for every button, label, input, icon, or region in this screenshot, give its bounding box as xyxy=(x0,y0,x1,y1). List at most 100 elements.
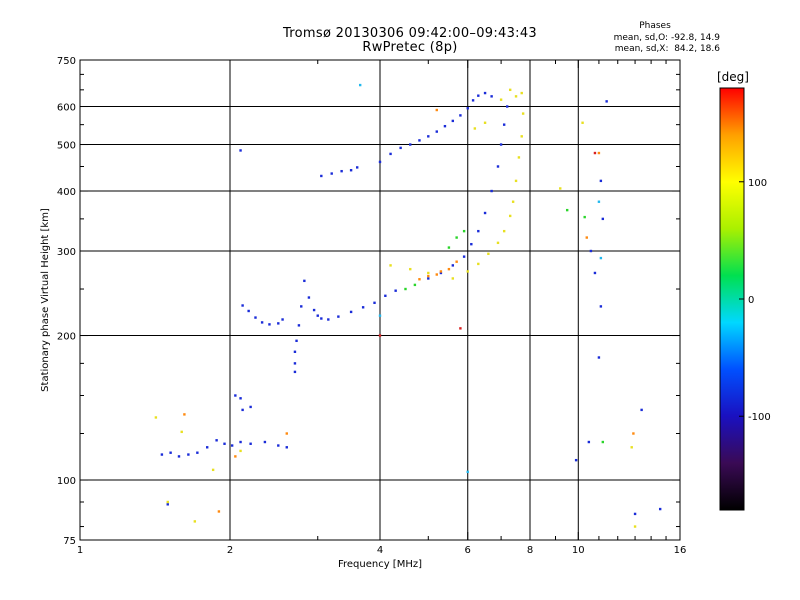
data-point xyxy=(435,108,438,112)
data-point xyxy=(355,166,359,169)
data-point xyxy=(297,324,301,327)
data-point xyxy=(241,408,244,412)
data-point xyxy=(239,149,242,152)
data-point xyxy=(633,525,637,528)
data-point xyxy=(373,301,376,305)
y-tick-label: 600 xyxy=(57,103,76,114)
data-point xyxy=(490,95,493,98)
data-point xyxy=(502,229,506,233)
chart-title: Tromsø 20130306 09:42:00–09:43:43 xyxy=(282,26,538,41)
data-point xyxy=(327,318,330,321)
data-point xyxy=(599,305,603,308)
data-point xyxy=(593,271,597,275)
data-point xyxy=(439,271,443,275)
data-points xyxy=(154,83,662,528)
data-point xyxy=(409,267,412,271)
data-point xyxy=(312,308,316,312)
stats-title: Phases xyxy=(639,21,671,31)
data-point xyxy=(521,112,525,115)
data-point xyxy=(574,458,578,462)
data-point xyxy=(565,208,569,212)
data-point xyxy=(451,119,455,123)
data-point xyxy=(217,510,221,513)
data-point xyxy=(404,287,407,291)
data-point xyxy=(239,397,242,400)
data-point xyxy=(427,277,430,280)
data-point xyxy=(215,439,218,442)
data-point xyxy=(205,446,209,449)
data-point xyxy=(520,135,523,138)
data-point xyxy=(477,94,480,97)
data-point xyxy=(477,229,480,233)
data-point xyxy=(466,470,469,474)
x-tick-label: 1 xyxy=(77,545,83,556)
data-point xyxy=(459,327,462,330)
axis-ticks: 1 2 4 6 8 10 16 75 100 200 300 400 500 600 750 xyxy=(57,56,686,556)
data-point xyxy=(249,442,252,445)
data-point xyxy=(330,172,333,175)
data-point xyxy=(593,151,597,155)
colorbar-tick-label: -100 xyxy=(748,412,771,423)
data-point xyxy=(303,279,306,283)
data-point xyxy=(166,500,169,504)
colorbar-label: [deg] xyxy=(717,70,749,84)
data-point xyxy=(196,451,199,454)
data-point xyxy=(451,264,455,267)
data-point xyxy=(589,249,593,253)
data-point xyxy=(470,242,473,246)
data-point xyxy=(483,211,487,215)
data-point xyxy=(260,321,264,324)
data-point xyxy=(462,255,466,258)
data-point xyxy=(451,277,455,280)
data-point xyxy=(277,322,280,325)
data-point xyxy=(247,309,250,313)
x-tick-label: 6 xyxy=(465,545,471,556)
data-point xyxy=(394,289,397,292)
data-point xyxy=(230,444,234,447)
data-point xyxy=(349,169,353,172)
data-point xyxy=(439,270,443,273)
y-tick-label: 300 xyxy=(57,247,76,258)
data-point xyxy=(466,270,469,273)
data-point xyxy=(487,252,490,256)
data-point xyxy=(399,146,402,150)
data-point xyxy=(496,165,500,168)
data-point xyxy=(632,432,635,435)
data-point xyxy=(337,315,340,318)
data-point xyxy=(466,107,469,110)
data-point xyxy=(597,356,601,359)
data-point xyxy=(418,278,421,281)
data-point xyxy=(358,83,362,87)
data-point xyxy=(605,100,608,103)
data-point xyxy=(499,143,503,146)
data-point xyxy=(285,432,288,435)
data-point xyxy=(378,334,382,337)
data-point xyxy=(389,264,392,267)
data-point xyxy=(508,88,512,92)
data-point xyxy=(640,408,643,412)
data-point xyxy=(473,127,477,130)
data-point xyxy=(599,179,603,183)
data-point xyxy=(471,99,475,102)
data-point xyxy=(483,121,487,124)
data-point xyxy=(490,189,493,193)
data-point xyxy=(211,468,215,472)
data-point xyxy=(307,296,311,299)
data-point xyxy=(389,152,392,156)
stats-x-mode: mean, sd,X: 84.2, 18.6 xyxy=(614,44,720,54)
data-point xyxy=(234,455,237,458)
colorbar-ticks: 100 0 -100 xyxy=(739,178,771,423)
chart-subtitle: RwPretec (8p) xyxy=(362,40,458,55)
grid-lines xyxy=(80,60,680,540)
data-point xyxy=(587,440,591,444)
y-tick-label: 750 xyxy=(57,56,76,67)
data-point xyxy=(378,314,382,317)
y-tick-label: 100 xyxy=(57,476,76,487)
y-tick-label: 200 xyxy=(57,332,76,343)
data-point xyxy=(455,236,458,239)
data-point xyxy=(361,306,365,309)
data-point xyxy=(427,271,430,275)
x-axis-label: Frequency [MHz] xyxy=(338,559,422,570)
data-point xyxy=(658,507,662,511)
data-point xyxy=(517,156,521,159)
